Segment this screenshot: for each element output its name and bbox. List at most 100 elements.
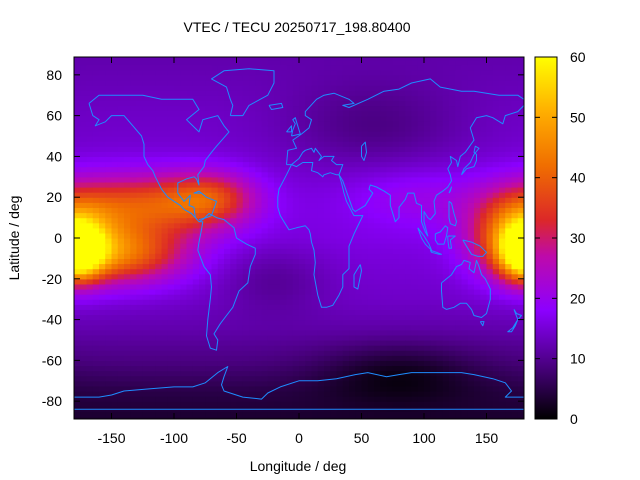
heatmap-cell — [392, 380, 400, 387]
heatmap-cell — [361, 278, 369, 285]
heatmap-cell — [111, 339, 119, 346]
heatmap-cell — [392, 314, 400, 321]
heatmap-cell — [274, 243, 281, 249]
heatmap-cell — [211, 238, 219, 244]
heatmap-cell — [236, 238, 244, 244]
heatmap-cell — [386, 324, 394, 331]
heatmap-cell — [461, 95, 469, 101]
heatmap-cell — [136, 90, 144, 96]
heatmap-cell — [292, 110, 300, 117]
heatmap-cell — [449, 125, 456, 132]
heatmap-cell — [299, 350, 306, 356]
heatmap-cell — [130, 385, 138, 392]
heatmap-cell — [499, 141, 506, 147]
heatmap-cell — [80, 192, 88, 198]
heatmap-cell — [417, 141, 425, 147]
heatmap-cell — [186, 100, 194, 107]
heatmap-cell — [499, 161, 506, 168]
heatmap-cell — [242, 176, 250, 183]
heatmap-cell — [249, 176, 256, 183]
heatmap-cell — [405, 283, 413, 290]
heatmap-cell — [186, 222, 194, 229]
heatmap-cell — [305, 69, 313, 76]
heatmap-cell — [230, 334, 238, 341]
heatmap-cell — [74, 187, 81, 193]
heatmap-cell — [342, 309, 350, 316]
heatmap-cell — [305, 212, 313, 219]
heatmap-cell — [399, 380, 406, 387]
heatmap-cell — [117, 319, 125, 326]
heatmap-cell — [349, 370, 356, 377]
heatmap-cell — [280, 294, 288, 300]
heatmap-cell — [186, 141, 194, 147]
heatmap-cell — [224, 283, 231, 290]
heatmap-cell — [505, 339, 513, 346]
heatmap-cell — [180, 401, 188, 407]
heatmap-cell — [486, 176, 494, 183]
heatmap-cell — [142, 115, 150, 122]
heatmap-cell — [436, 227, 444, 234]
heatmap-cell — [305, 380, 313, 387]
heatmap-cell — [80, 309, 88, 316]
heatmap-cell — [124, 156, 131, 163]
heatmap-cell — [474, 120, 481, 127]
heatmap-cell — [455, 365, 463, 372]
heatmap-cell — [436, 309, 444, 316]
heatmap-cell — [230, 263, 238, 270]
heatmap-cell — [355, 90, 363, 96]
heatmap-cell — [474, 319, 481, 326]
heatmap-cell — [124, 283, 131, 290]
heatmap-cell — [492, 416, 500, 419]
heatmap-cell — [449, 192, 456, 198]
heatmap-cell — [386, 319, 394, 326]
heatmap-cell — [480, 380, 488, 387]
heatmap-cell — [305, 141, 313, 147]
heatmap-cell — [111, 59, 119, 66]
heatmap-cell — [342, 314, 350, 321]
heatmap-cell — [124, 217, 131, 224]
heatmap-cell — [292, 192, 300, 198]
heatmap-cell — [117, 273, 125, 280]
heatmap-cell — [299, 227, 306, 234]
heatmap-cell — [411, 416, 419, 419]
heatmap-cell — [417, 105, 425, 112]
heatmap-cell — [474, 197, 481, 203]
heatmap-cell — [336, 288, 344, 295]
heatmap-cell — [492, 110, 500, 117]
heatmap-cell — [299, 329, 306, 336]
heatmap-cell — [367, 401, 375, 407]
heatmap-cell — [399, 161, 406, 168]
heatmap-cell — [149, 90, 156, 96]
heatmap-cell — [261, 130, 269, 137]
heatmap-cell — [349, 130, 356, 137]
heatmap-cell — [442, 401, 450, 407]
heatmap-cell — [449, 136, 456, 142]
heatmap-cell — [492, 396, 500, 402]
heatmap-cell — [99, 90, 106, 96]
heatmap-cell — [399, 258, 406, 265]
heatmap-cell — [211, 385, 219, 392]
heatmap-cell — [355, 411, 363, 418]
heatmap-cell — [111, 227, 119, 234]
heatmap-cell — [199, 217, 206, 224]
heatmap-cell — [417, 365, 425, 372]
heatmap-cell — [499, 243, 506, 249]
heatmap-cell — [174, 151, 181, 158]
heatmap-cell — [86, 390, 94, 397]
heatmap-cell — [242, 324, 250, 331]
heatmap-cell — [236, 125, 244, 132]
heatmap-cell — [467, 120, 475, 127]
heatmap-cell — [205, 396, 213, 402]
heatmap-cell — [142, 136, 150, 142]
heatmap-cell — [342, 181, 350, 188]
heatmap-cell — [292, 416, 300, 419]
heatmap-cell — [442, 370, 450, 377]
heatmap-cell — [80, 360, 88, 367]
heatmap-cell — [311, 105, 319, 112]
heatmap-cell — [474, 57, 481, 61]
heatmap-cell — [111, 74, 119, 81]
heatmap-cell — [174, 212, 181, 219]
heatmap-cell — [167, 334, 175, 341]
heatmap-cell — [411, 288, 419, 295]
heatmap-cell — [205, 105, 213, 112]
